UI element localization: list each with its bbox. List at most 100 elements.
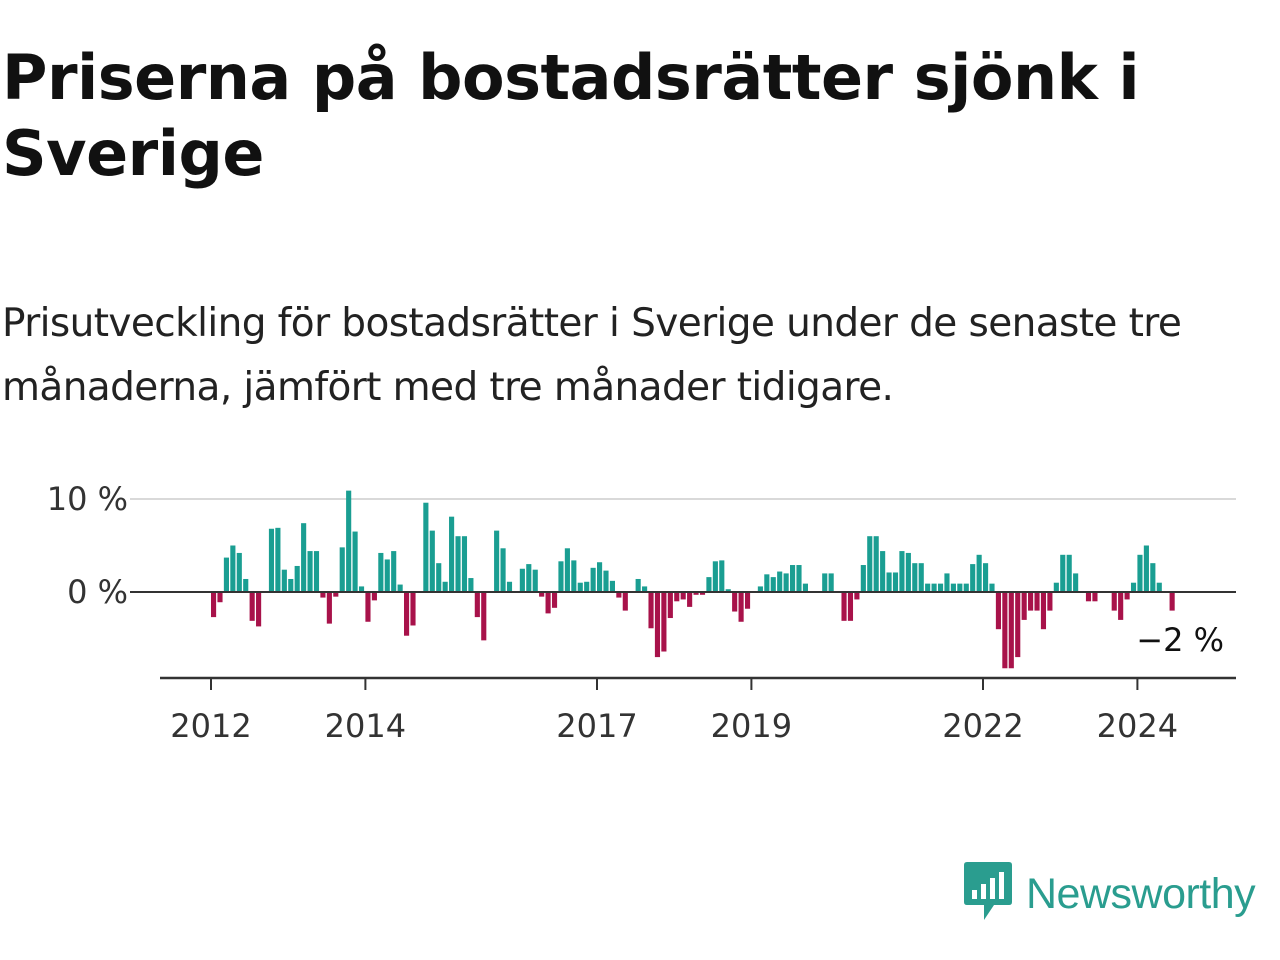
bar <box>699 592 706 595</box>
bar <box>744 592 751 609</box>
bar <box>571 560 577 592</box>
brand-name: Newsworthy <box>1026 869 1256 918</box>
bar <box>436 563 442 592</box>
bar <box>539 592 545 597</box>
bar <box>423 502 429 592</box>
bar <box>1169 592 1175 611</box>
bar <box>391 551 397 592</box>
y-tick-label: 10 % <box>47 480 128 518</box>
bar <box>783 573 789 592</box>
bar <box>757 586 763 592</box>
x-tick-label: 2022 <box>942 707 1023 745</box>
bar <box>597 562 603 592</box>
bar <box>944 573 950 592</box>
bar <box>313 551 320 592</box>
bar <box>468 578 474 592</box>
bar <box>654 592 661 658</box>
bar <box>1156 582 1162 592</box>
bar <box>905 552 911 592</box>
newsworthy-logo-icon <box>964 862 1012 920</box>
x-tick-label: 2017 <box>556 707 637 745</box>
bar <box>1040 592 1047 630</box>
bar <box>455 536 461 592</box>
bar <box>230 545 236 592</box>
chart-subtitle: Prisutveckling för bostadsrätter i Sveri… <box>2 301 1182 410</box>
bar <box>288 578 294 592</box>
bar <box>223 557 229 592</box>
bar <box>777 571 783 592</box>
bar <box>307 551 313 592</box>
bar <box>249 592 255 621</box>
bar <box>867 536 873 592</box>
bar <box>339 547 345 592</box>
bar <box>712 561 718 592</box>
bar <box>256 592 262 627</box>
bar <box>494 530 500 592</box>
bar <box>584 581 590 592</box>
bar <box>1111 592 1117 611</box>
bar <box>384 559 390 592</box>
bar <box>577 582 583 592</box>
bar <box>1060 554 1066 592</box>
bar <box>622 592 628 611</box>
bar <box>404 592 410 636</box>
bar <box>1150 563 1156 592</box>
x-tick-label: 2019 <box>711 707 792 745</box>
bar <box>822 573 828 592</box>
bar-chart: 10 % 0 % 2012 2014 2017 2019 2022 2024 −2 % <box>47 480 1236 745</box>
bar <box>732 592 738 612</box>
bar <box>320 592 326 598</box>
y-tick-label: 0 % <box>67 573 128 611</box>
bar <box>828 573 834 592</box>
bar <box>706 577 712 592</box>
bar <box>558 561 564 592</box>
bar <box>1085 592 1092 602</box>
bar <box>983 563 989 592</box>
x-tick-label: 2014 <box>325 707 406 745</box>
bar <box>397 584 403 592</box>
bar <box>1021 592 1027 620</box>
bar <box>661 592 667 652</box>
bar <box>1047 592 1053 611</box>
bar <box>268 528 275 592</box>
bar <box>680 592 686 600</box>
bar <box>642 586 648 592</box>
bar <box>886 572 892 592</box>
bar <box>719 560 725 592</box>
bar <box>725 589 731 592</box>
bar <box>912 563 918 592</box>
bar <box>931 583 937 592</box>
bar <box>1137 554 1143 592</box>
bar <box>764 574 770 592</box>
bar <box>281 569 287 592</box>
bar <box>918 563 924 592</box>
bar <box>873 536 879 592</box>
bar <box>1073 573 1079 592</box>
bar <box>738 592 744 622</box>
bar <box>603 570 609 592</box>
x-tick-label: 2012 <box>170 707 251 745</box>
bar <box>526 564 532 592</box>
bar <box>892 572 899 592</box>
bar <box>995 592 1001 630</box>
bar <box>461 536 468 592</box>
bar <box>211 592 217 618</box>
bar <box>790 565 796 592</box>
bar <box>378 552 384 592</box>
bar <box>410 592 416 626</box>
bar <box>1053 582 1059 592</box>
bar <box>1002 592 1008 669</box>
brand: Newsworthy <box>962 862 1256 926</box>
bar <box>236 552 242 592</box>
bar <box>371 592 377 601</box>
bar <box>243 578 249 592</box>
bar <box>564 548 570 592</box>
bar <box>481 592 487 641</box>
bar <box>1124 592 1130 600</box>
bar <box>693 592 699 595</box>
bar <box>1066 554 1072 592</box>
bar <box>532 569 538 592</box>
last-value-label: −2 % <box>1136 621 1224 659</box>
bar <box>500 548 506 592</box>
bar <box>963 583 969 592</box>
